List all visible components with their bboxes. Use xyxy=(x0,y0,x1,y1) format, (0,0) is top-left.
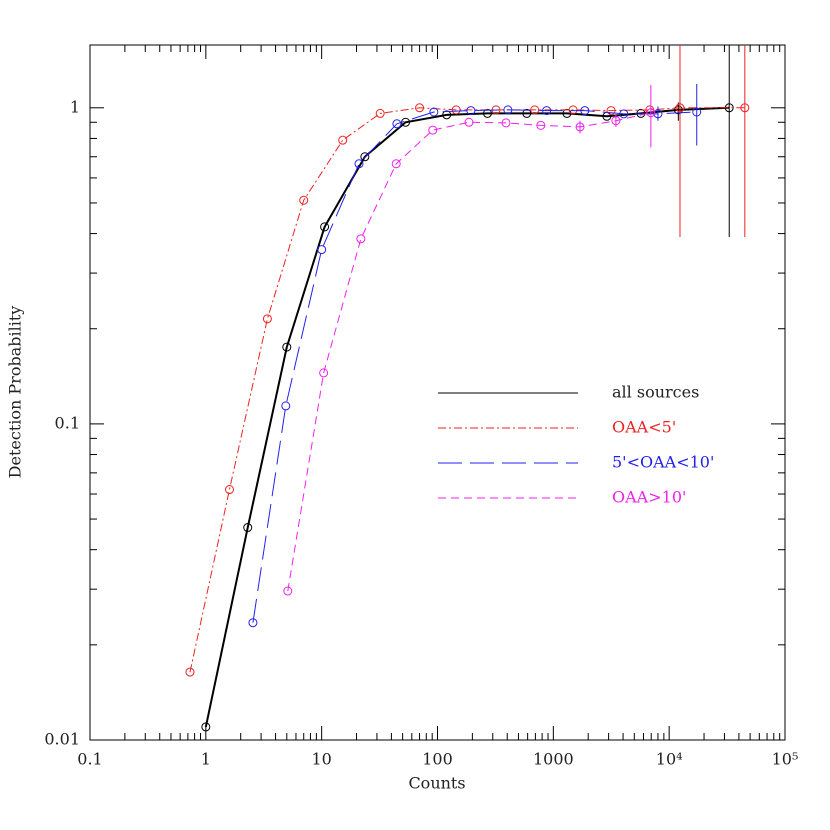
series-line xyxy=(287,112,651,592)
data-point xyxy=(673,105,683,115)
data-point xyxy=(281,401,291,411)
y-axis-label: Detection Probability xyxy=(6,306,25,479)
legend-label: 5'<OAA<10' xyxy=(612,453,714,472)
x-tick-label: 1000 xyxy=(533,750,574,769)
data-point xyxy=(415,103,425,113)
data-point xyxy=(317,245,327,255)
y-tick-label: 1 xyxy=(70,97,80,116)
y-tick-label: 0.01 xyxy=(44,730,80,749)
series-line xyxy=(189,107,745,673)
legend-label: all sources xyxy=(612,383,699,402)
data-point xyxy=(262,314,272,324)
data-point xyxy=(451,105,461,115)
x-tick-label: 10⁴ xyxy=(656,750,683,769)
data-point xyxy=(360,152,370,162)
plot-area xyxy=(185,45,750,732)
data-point xyxy=(442,110,452,120)
data-point xyxy=(283,586,293,596)
data-point xyxy=(282,342,292,352)
data-point xyxy=(692,107,702,117)
data-point xyxy=(464,117,474,127)
data-point xyxy=(536,120,546,130)
data-point xyxy=(299,195,309,205)
data-point xyxy=(392,119,402,129)
data-point xyxy=(243,523,253,533)
data-point xyxy=(248,618,258,628)
data-point xyxy=(466,106,476,116)
data-point xyxy=(646,108,656,118)
data-point xyxy=(503,105,513,115)
data-point xyxy=(391,159,401,169)
data-point xyxy=(375,108,385,118)
data-point xyxy=(542,106,552,116)
legend-label: OAA>10' xyxy=(612,488,686,507)
data-point xyxy=(740,103,750,113)
data-point xyxy=(522,108,532,118)
data-point xyxy=(606,106,616,116)
data-point xyxy=(568,105,578,115)
data-point xyxy=(185,667,195,677)
data-point xyxy=(354,159,364,169)
legend-label: OAA<5' xyxy=(612,418,676,437)
data-point xyxy=(675,103,685,113)
data-point xyxy=(428,125,438,135)
data-point xyxy=(319,368,329,378)
data-point xyxy=(338,135,348,145)
x-tick-label: 100 xyxy=(422,750,453,769)
data-point xyxy=(580,106,590,116)
data-point xyxy=(429,107,439,117)
data-point xyxy=(575,122,585,132)
x-tick-label: 0.1 xyxy=(77,750,102,769)
data-point xyxy=(356,234,366,244)
data-point xyxy=(653,109,663,119)
data-point xyxy=(611,116,621,126)
data-point xyxy=(320,222,330,232)
series-line xyxy=(252,109,697,623)
x-tick-label: 1 xyxy=(201,750,211,769)
data-point xyxy=(224,485,234,495)
x-axis-label: Counts xyxy=(408,774,465,793)
x-tick-label: 10 xyxy=(311,750,331,769)
x-tick-label: 10⁵ xyxy=(772,750,799,769)
data-point xyxy=(619,109,629,119)
data-point xyxy=(501,118,511,128)
y-tick-label: 0.1 xyxy=(55,413,80,432)
